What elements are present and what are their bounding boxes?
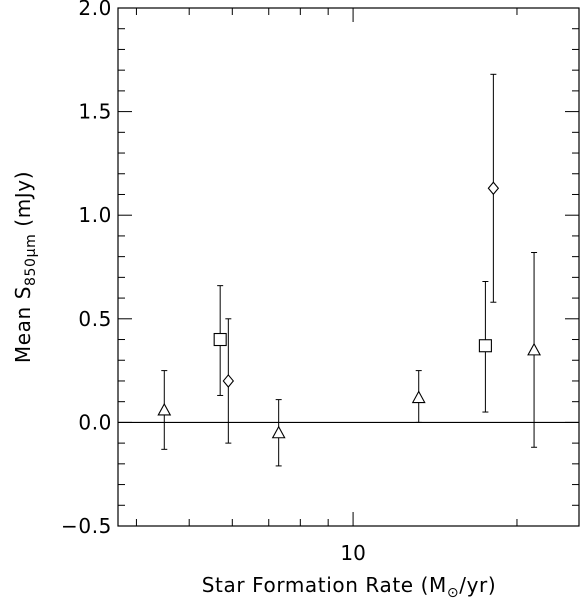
y-axis-title: Mean S850μm (mJy) bbox=[11, 171, 39, 363]
plot-frame bbox=[117, 7, 580, 527]
x-tick-label: 10 bbox=[340, 541, 365, 565]
triangle-marker bbox=[527, 342, 541, 356]
data-point-square bbox=[478, 281, 492, 413]
y-tick-label: 0.5 bbox=[78, 307, 112, 331]
y-tick-label: 0.0 bbox=[78, 410, 112, 434]
y-tick-label: −0.5 bbox=[61, 514, 112, 538]
data-point-triangle bbox=[271, 399, 286, 467]
square-marker bbox=[478, 339, 492, 353]
x-axis-title: Star Formation Rate (M⊙/yr) bbox=[202, 573, 497, 601]
diamond-marker bbox=[222, 374, 235, 388]
triangle-marker bbox=[271, 425, 286, 439]
data-point-square bbox=[213, 285, 227, 396]
diamond-marker bbox=[487, 181, 500, 196]
y-tick-label: 1.5 bbox=[78, 100, 112, 124]
data-point-triangle bbox=[411, 370, 426, 423]
data-point-triangle bbox=[527, 251, 541, 448]
square-marker bbox=[213, 332, 227, 347]
axis-ticks bbox=[118, 7, 579, 527]
triangle-marker bbox=[157, 402, 172, 416]
triangle-marker bbox=[411, 390, 426, 404]
y-tick-label: 1.0 bbox=[78, 203, 112, 227]
data-point-diamond bbox=[222, 318, 235, 444]
data-point-triangle bbox=[157, 370, 172, 450]
data-marks bbox=[157, 73, 541, 467]
data-point-diamond bbox=[487, 73, 500, 303]
y-tick-label: 2.0 bbox=[78, 0, 112, 20]
tick-labels: −0.5 0.0 0.5 1.0 1.5 2.0 10 bbox=[61, 0, 366, 565]
